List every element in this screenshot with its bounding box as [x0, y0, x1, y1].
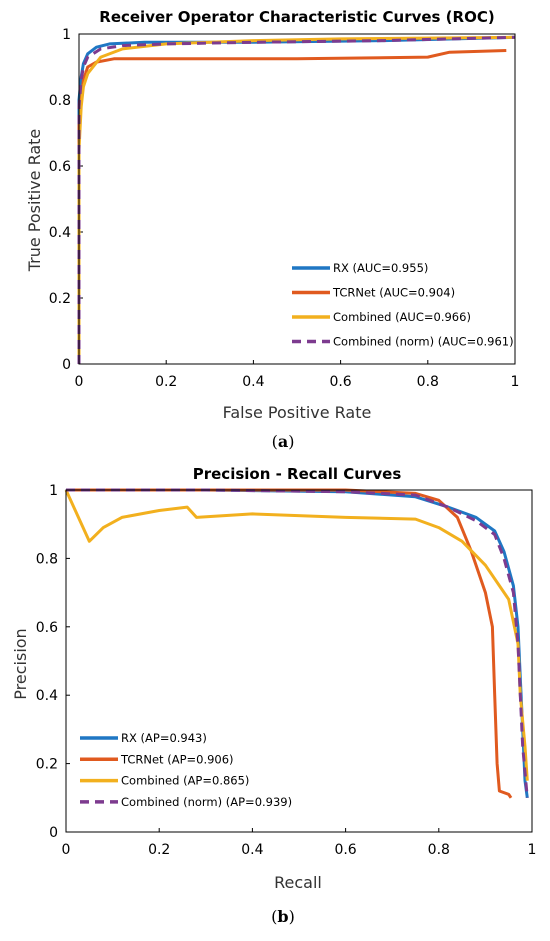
- y-tick-label: 1: [49, 483, 58, 499]
- figure-caption: (a): [272, 432, 295, 451]
- series-group: [77, 35, 516, 364]
- plot-frame: [78, 33, 516, 365]
- x-tick-label: 0.8: [417, 374, 439, 390]
- legend-label-2: Combined (AP=0.865): [121, 774, 249, 788]
- legend-label-3: Combined (norm) (AUC=0.961): [333, 335, 514, 349]
- pr-chart: Precision - Recall Curves 0 0.2 0.4 0.6 0.8 1…: [11, 465, 536, 926]
- legend: RX (AP=0.943) TCRNet (AP=0.906) Combined (…: [80, 731, 292, 809]
- y-axis-label: True Positive Rate: [25, 129, 44, 273]
- figure-caption: (b): [271, 907, 295, 926]
- roc-chart: Receiver Operator Characteristic Curves …: [25, 8, 519, 451]
- chart-title: Receiver Operator Characteristic Curves …: [99, 8, 494, 26]
- y-ticks: 0 0.2 0.4 0.6 0.8 1: [36, 483, 70, 841]
- series-line-3: [77, 35, 516, 364]
- y-tick-label: 0.4: [36, 688, 58, 704]
- y-tick-label: 0.4: [49, 225, 71, 241]
- x-tick-label: 0.4: [242, 374, 264, 390]
- x-tick-label: 0.6: [334, 842, 356, 858]
- legend: RX (AUC=0.955) TCRNet (AUC=0.904) Combined…: [292, 261, 514, 349]
- y-tick-label: 0.6: [36, 620, 58, 636]
- series-group: [64, 488, 529, 799]
- legend-label-1: TCRNet (AP=0.906): [120, 752, 234, 766]
- x-tick-label: 0: [62, 842, 71, 858]
- legend-label-2: Combined (AUC=0.966): [333, 310, 471, 324]
- series-line-3: [66, 488, 529, 798]
- legend-label-3: Combined (norm) (AP=0.939): [121, 795, 292, 809]
- y-tick-label: 0: [62, 357, 71, 373]
- plot-frame: [65, 489, 533, 833]
- x-axis-label: False Positive Rate: [223, 403, 372, 422]
- chart-title: Precision - Recall Curves: [193, 465, 402, 483]
- x-tick-label: 0.8: [428, 842, 450, 858]
- x-tick-label: 0.4: [241, 842, 263, 858]
- x-tick-label: 0.2: [148, 842, 170, 858]
- legend-label-1: TCRNet (AUC=0.904): [332, 286, 455, 300]
- y-axis-label: Precision: [11, 628, 30, 699]
- y-tick-label: 0.8: [49, 93, 71, 109]
- y-tick-label: 0.6: [49, 159, 71, 175]
- y-tick-label: 0.2: [36, 757, 58, 773]
- y-tick-label: 0: [49, 825, 58, 841]
- x-tick-label: 1: [528, 842, 537, 858]
- series-line-0: [77, 35, 516, 364]
- x-tick-label: 1: [511, 374, 520, 390]
- y-tick-label: 0.2: [49, 291, 71, 307]
- y-tick-label: 0.8: [36, 551, 58, 567]
- x-tick-label: 0.6: [329, 374, 351, 390]
- x-axis-label: Recall: [274, 873, 322, 892]
- y-tick-label: 1: [62, 27, 71, 43]
- legend-label-0: RX (AUC=0.955): [333, 261, 428, 275]
- x-ticks: 0 0.2 0.4 0.6 0.8 1: [62, 828, 537, 858]
- x-tick-label: 0.2: [155, 374, 177, 390]
- legend-label-0: RX (AP=0.943): [121, 731, 207, 745]
- x-tick-label: 0: [75, 374, 84, 390]
- series-line-1: [66, 488, 513, 799]
